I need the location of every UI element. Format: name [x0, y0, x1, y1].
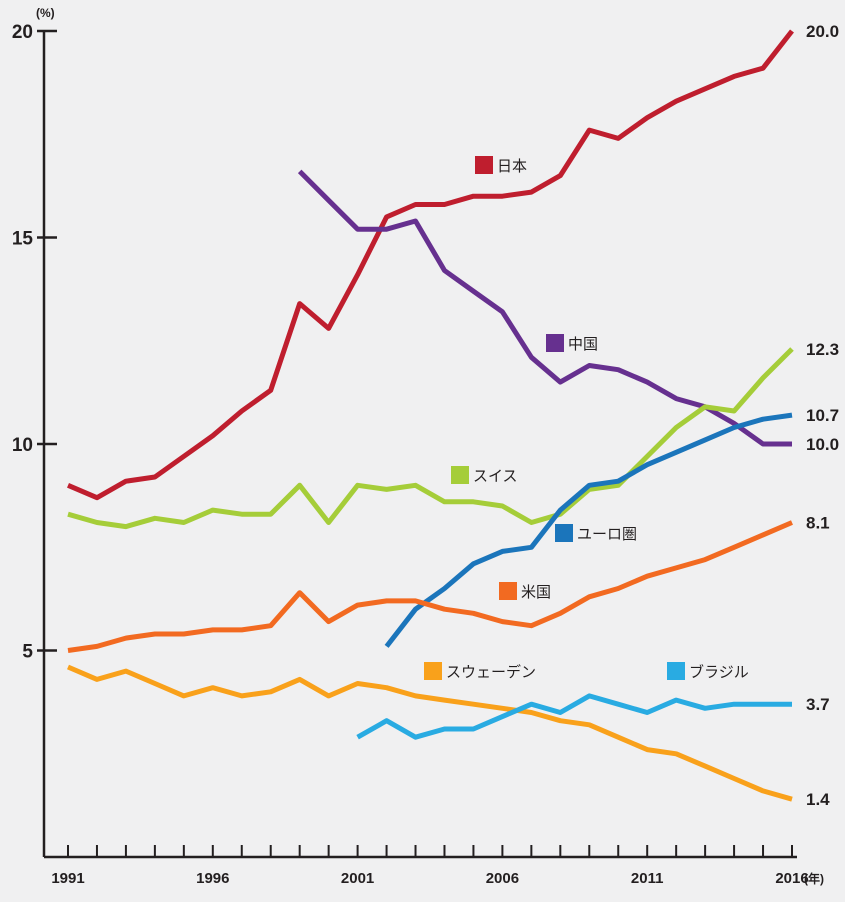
legend-swatch-china [546, 334, 564, 352]
legend-swatch-us [499, 582, 517, 600]
end-value-euro-area: 10.7 [806, 406, 839, 425]
series-line-china [297, 169, 792, 447]
end-value-sweden: 1.4 [806, 790, 830, 809]
legend-label-switzerland: スイス [473, 468, 518, 485]
end-value-us: 8.1 [806, 513, 830, 532]
y-tick-label: 15 [12, 229, 34, 250]
x-tick-label: 1991 [51, 870, 84, 887]
legend-swatch-japan [475, 156, 493, 174]
end-value-switzerland: 12.3 [806, 340, 839, 359]
legend-label-euro-area: ユーロ圏 [577, 526, 637, 543]
legend-label-japan: 日本 [497, 158, 527, 175]
series-line-brazil [356, 693, 792, 740]
end-value-brazil: 3.7 [806, 695, 830, 714]
y-tick-label: 10 [12, 435, 33, 456]
x-tick-label: 2011 [631, 870, 664, 887]
series-line-sweden [67, 664, 793, 802]
x-tick-label: 2001 [341, 870, 374, 887]
legend-label-sweden: スウェーデン [446, 663, 536, 681]
legend-label-brazil: ブラジル [689, 663, 749, 681]
x-tick-label: 2006 [486, 870, 519, 887]
legend-swatch-sweden [424, 662, 442, 680]
legend-swatch-brazil [667, 662, 685, 680]
series-line-us [67, 520, 793, 653]
legend-label-china: 中国 [568, 336, 598, 353]
legend-swatch-euro-area [555, 524, 573, 542]
x-tick-label: 2016 [775, 870, 808, 887]
y-tick-label: 20 [12, 22, 33, 43]
x-tick-label: 1996 [196, 870, 229, 887]
x-axis-unit-label: (年) [804, 872, 824, 886]
y-axis-unit-label: (%) [36, 6, 55, 20]
series-line-japan [67, 29, 794, 501]
legend-label-us: 米国 [521, 584, 551, 601]
series-line-euro-area [384, 412, 793, 648]
end-value-japan: 20.0 [806, 22, 839, 41]
legend-swatch-switzerland [451, 466, 469, 484]
series-line-switzerland [67, 347, 794, 530]
y-tick-label: 5 [22, 642, 33, 663]
end-value-china: 10.0 [806, 435, 839, 454]
